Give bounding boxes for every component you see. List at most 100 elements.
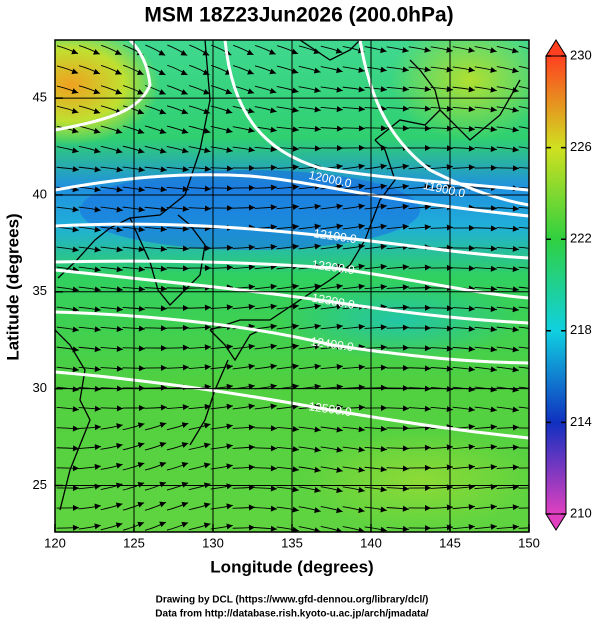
stream-arrow [204, 264, 211, 271]
stream-arrow [534, 306, 540, 312]
stream-arrow [468, 305, 475, 312]
stream-arrow [336, 303, 343, 310]
stream-arrow [468, 125, 475, 132]
stream-arrow [358, 183, 365, 190]
stream-arrow [159, 501, 166, 508]
stream-arrow [358, 364, 365, 371]
stream-arrow [160, 166, 167, 173]
stream-arrow [72, 524, 79, 531]
stream-arrow [490, 424, 497, 431]
stream-arrow [468, 245, 475, 252]
stream-arrow [226, 403, 233, 410]
stream-arrow [116, 345, 123, 352]
stream-arrow [490, 145, 497, 152]
stream-arrow [94, 424, 101, 431]
stream-arrow [94, 463, 101, 470]
stream-arrow [181, 108, 189, 115]
stream-arrow [512, 406, 519, 413]
stream-arrow [115, 147, 123, 154]
stream-arrow [358, 86, 365, 93]
stream-arrow [292, 383, 299, 390]
stream-arrow [94, 346, 101, 353]
stream-arrow [380, 324, 387, 331]
stream-arrow [490, 464, 497, 471]
stream-arrow [512, 225, 519, 232]
stream-arrow [534, 386, 540, 392]
stream-arrow [535, 485, 541, 491]
stream-arrow [534, 327, 540, 333]
stream-arrow [160, 226, 167, 233]
stream-arrow [512, 165, 519, 172]
stream-arrow [94, 186, 101, 193]
streamlines [56, 44, 541, 532]
stream-arrow [314, 145, 321, 152]
colorbar-tick-label: 226 [570, 139, 592, 154]
stream-arrow [160, 404, 167, 411]
stream-arrow [116, 246, 123, 253]
stream-arrow [534, 68, 541, 74]
stream-arrow [402, 425, 409, 432]
stream-arrow [182, 324, 189, 331]
stream-arrow [424, 505, 431, 512]
stream-arrow [72, 147, 79, 154]
stream-arrow [490, 205, 497, 212]
stream-arrow [358, 323, 365, 330]
stream-arrow [336, 86, 343, 93]
stream-arrow [314, 243, 321, 250]
streamline [518, 507, 529, 509]
stream-arrow [182, 265, 189, 272]
stream-arrow [94, 503, 101, 510]
stream-arrow [248, 127, 255, 134]
stream-arrow [314, 527, 321, 532]
stream-arrow [314, 507, 321, 514]
stream-arrow [314, 426, 321, 433]
stream-arrow [535, 206, 541, 212]
stream-arrow [159, 461, 167, 468]
stream-arrow [291, 68, 299, 74]
stream-arrow [468, 106, 475, 113]
stream-arrow [138, 365, 145, 372]
stream-arrow [490, 503, 497, 510]
stream-arrow [225, 127, 233, 134]
stream-arrow [424, 183, 431, 190]
stream-arrow [270, 303, 277, 310]
stream-arrow [292, 526, 299, 532]
stream-arrow [248, 303, 255, 310]
contour-line [55, 173, 529, 218]
stream-arrow [94, 226, 101, 233]
stream-arrow [468, 366, 475, 373]
stream-arrow [137, 422, 145, 429]
stream-arrow [380, 364, 387, 371]
stream-arrow [181, 521, 189, 528]
stream-arrow [336, 527, 343, 532]
stream-arrow [402, 46, 409, 53]
colorbar-tick-label: 214 [570, 414, 592, 429]
stream-arrow [314, 303, 321, 310]
stream-arrow [94, 266, 101, 273]
stream-arrow [226, 165, 233, 172]
stream-arrow [292, 363, 299, 370]
stream-arrow [512, 126, 519, 133]
stream-arrow [534, 107, 541, 113]
stream-arrow [313, 48, 321, 55]
stream-arrow [203, 108, 211, 115]
stream-arrow [336, 426, 343, 433]
stream-arrow [424, 204, 431, 211]
coastline [209, 329, 261, 362]
coastline [439, 79, 521, 141]
contour-line [55, 310, 529, 365]
stream-arrow [380, 404, 387, 411]
stream-arrow [512, 504, 519, 511]
stream-arrow [468, 406, 475, 413]
stream-arrow [270, 403, 277, 410]
x-tick-label: 125 [123, 535, 145, 550]
stream-arrow [247, 88, 255, 95]
stream-arrow [137, 481, 145, 488]
stream-arrow [72, 246, 79, 253]
stream-arrow [182, 225, 189, 232]
stream-arrow [138, 325, 145, 332]
stream-arrow [402, 163, 409, 170]
stream-arrow [468, 86, 475, 93]
stream-arrow [512, 87, 519, 93]
